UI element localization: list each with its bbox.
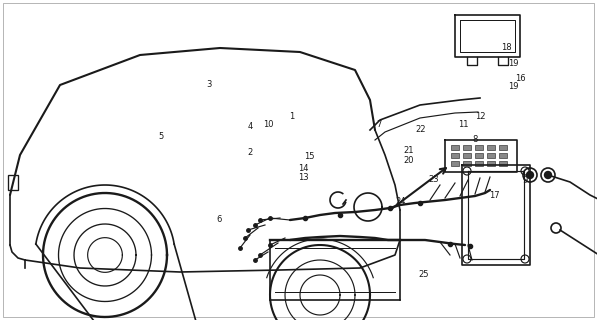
Text: 5: 5	[158, 132, 164, 140]
Text: 25: 25	[418, 270, 429, 279]
Text: 1: 1	[290, 112, 295, 121]
Text: 19: 19	[508, 82, 519, 91]
Circle shape	[544, 172, 552, 179]
Text: 11: 11	[458, 120, 469, 129]
Bar	[8, 175, 18, 190]
Bar	[463, 153, 471, 158]
Bar	[499, 153, 507, 158]
Bar	[475, 153, 483, 158]
Bar	[475, 161, 483, 166]
Text: 15: 15	[304, 152, 315, 161]
Bar	[487, 153, 495, 158]
Text: 3: 3	[206, 80, 211, 89]
Bar	[451, 161, 459, 166]
Bar	[463, 145, 471, 150]
Text: 2: 2	[248, 148, 253, 156]
Text: 21: 21	[403, 146, 414, 155]
Bar	[499, 161, 507, 166]
Text: 19: 19	[508, 59, 519, 68]
Text: 4: 4	[248, 122, 253, 131]
Bar	[451, 153, 459, 158]
Text: 17: 17	[490, 191, 500, 200]
Bar	[499, 145, 507, 150]
Text: 20: 20	[403, 156, 414, 164]
Text: 16: 16	[515, 74, 525, 83]
Text: 14: 14	[298, 164, 309, 172]
Text: 23: 23	[428, 175, 439, 184]
Text: 7: 7	[376, 120, 381, 129]
Bar	[475, 145, 483, 150]
Bar	[487, 145, 495, 150]
Text: 6: 6	[216, 215, 221, 224]
Bar	[463, 161, 471, 166]
Text: 10: 10	[263, 120, 273, 129]
Text: 18: 18	[501, 43, 512, 52]
Text: 22: 22	[415, 125, 426, 134]
Bar	[487, 161, 495, 166]
Text: 12: 12	[475, 112, 485, 121]
Text: 13: 13	[298, 173, 309, 182]
Text: 8: 8	[473, 135, 478, 144]
Bar	[451, 145, 459, 150]
Text: 24: 24	[396, 197, 407, 206]
Text: 9: 9	[523, 176, 528, 185]
Circle shape	[527, 172, 534, 179]
